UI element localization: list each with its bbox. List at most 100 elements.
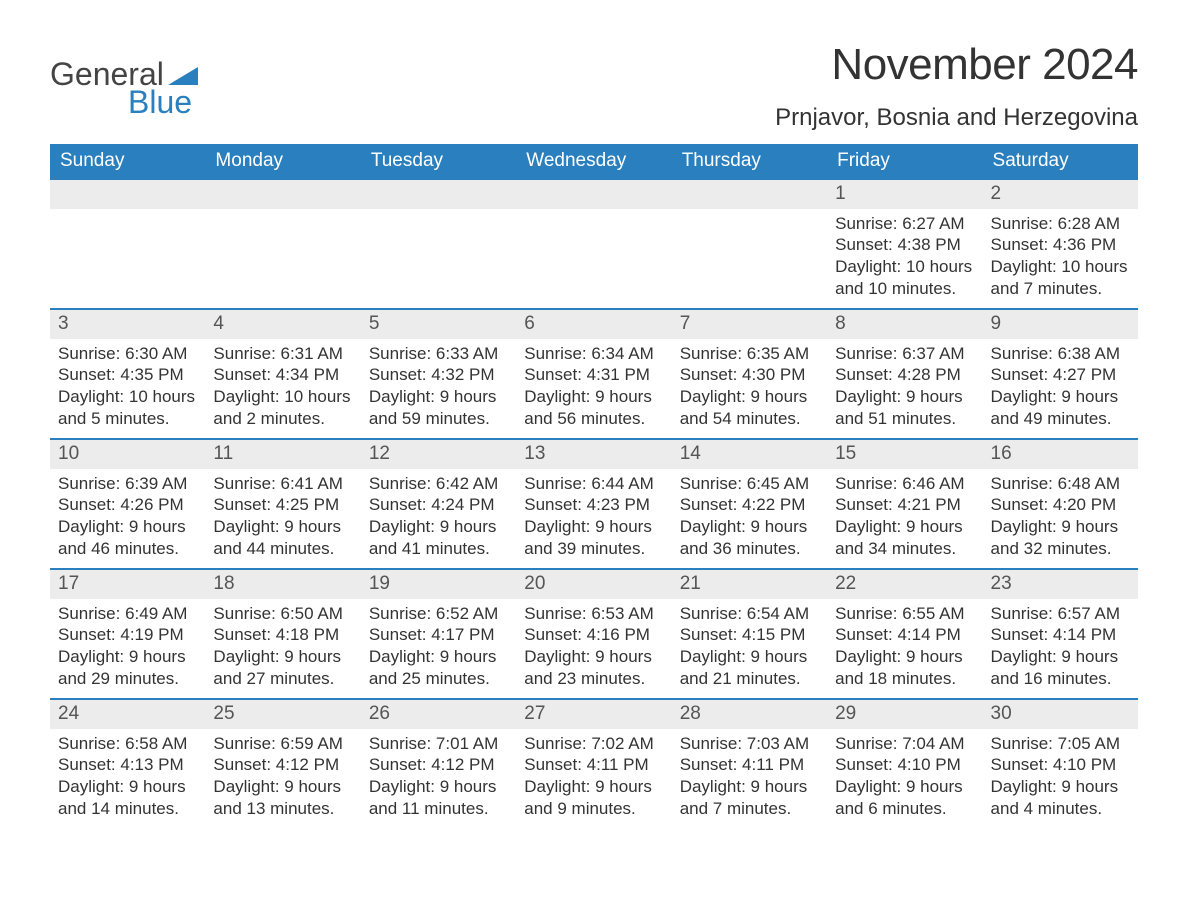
daylight-text: Daylight: 9 hours and 16 minutes. — [991, 646, 1130, 690]
daylight-text: Daylight: 9 hours and 11 minutes. — [369, 776, 508, 820]
sunset-text: Sunset: 4:11 PM — [524, 754, 663, 776]
calendar-day-cell: 3Sunrise: 6:30 AMSunset: 4:35 PMDaylight… — [50, 308, 205, 438]
sunset-text: Sunset: 4:17 PM — [369, 624, 508, 646]
sunset-text: Sunset: 4:34 PM — [213, 364, 352, 386]
daylight-text: Daylight: 9 hours and 27 minutes. — [213, 646, 352, 690]
daylight-text: Daylight: 9 hours and 13 minutes. — [213, 776, 352, 820]
day-info: Sunrise: 6:38 AMSunset: 4:27 PMDaylight:… — [983, 339, 1138, 434]
sunrise-text: Sunrise: 6:33 AM — [369, 343, 508, 365]
day-info: Sunrise: 6:59 AMSunset: 4:12 PMDaylight:… — [205, 729, 360, 824]
sunrise-text: Sunrise: 6:48 AM — [991, 473, 1130, 495]
calendar-week-row: 24Sunrise: 6:58 AMSunset: 4:13 PMDayligh… — [50, 698, 1138, 828]
day-number: 15 — [827, 438, 982, 469]
weekday-header: Wednesday — [516, 144, 671, 178]
sunrise-text: Sunrise: 6:46 AM — [835, 473, 974, 495]
day-info: Sunrise: 6:34 AMSunset: 4:31 PMDaylight:… — [516, 339, 671, 434]
day-info: Sunrise: 7:05 AMSunset: 4:10 PMDaylight:… — [983, 729, 1138, 824]
day-number: 14 — [672, 438, 827, 469]
sunrise-text: Sunrise: 6:59 AM — [213, 733, 352, 755]
sunrise-text: Sunrise: 6:41 AM — [213, 473, 352, 495]
sunset-text: Sunset: 4:21 PM — [835, 494, 974, 516]
header-row: General Blue November 2024 Prnjavor, Bos… — [50, 40, 1138, 138]
sunrise-text: Sunrise: 6:54 AM — [680, 603, 819, 625]
calendar-day-cell: 15Sunrise: 6:46 AMSunset: 4:21 PMDayligh… — [827, 438, 982, 568]
weekday-header: Tuesday — [361, 144, 516, 178]
day-info: Sunrise: 6:46 AMSunset: 4:21 PMDaylight:… — [827, 469, 982, 564]
sunset-text: Sunset: 4:23 PM — [524, 494, 663, 516]
daylight-text: Daylight: 9 hours and 21 minutes. — [680, 646, 819, 690]
calendar-day-cell: 13Sunrise: 6:44 AMSunset: 4:23 PMDayligh… — [516, 438, 671, 568]
calendar-day-cell: 16Sunrise: 6:48 AMSunset: 4:20 PMDayligh… — [983, 438, 1138, 568]
weekday-header: Saturday — [983, 144, 1138, 178]
sunrise-text: Sunrise: 6:45 AM — [680, 473, 819, 495]
weekday-header: Thursday — [672, 144, 827, 178]
calendar-table: Sunday Monday Tuesday Wednesday Thursday… — [50, 144, 1138, 828]
calendar-day-cell — [205, 178, 360, 308]
daylight-text: Daylight: 9 hours and 9 minutes. — [524, 776, 663, 820]
sunset-text: Sunset: 4:22 PM — [680, 494, 819, 516]
sunset-text: Sunset: 4:38 PM — [835, 234, 974, 256]
calendar-day-cell: 10Sunrise: 6:39 AMSunset: 4:26 PMDayligh… — [50, 438, 205, 568]
sunrise-text: Sunrise: 7:02 AM — [524, 733, 663, 755]
daylight-text: Daylight: 9 hours and 36 minutes. — [680, 516, 819, 560]
daylight-text: Daylight: 9 hours and 59 minutes. — [369, 386, 508, 430]
day-number: 9 — [983, 308, 1138, 339]
day-number: 17 — [50, 568, 205, 599]
sunset-text: Sunset: 4:27 PM — [991, 364, 1130, 386]
sunset-text: Sunset: 4:14 PM — [991, 624, 1130, 646]
daylight-text: Daylight: 9 hours and 4 minutes. — [991, 776, 1130, 820]
day-number: 22 — [827, 568, 982, 599]
daylight-text: Daylight: 9 hours and 14 minutes. — [58, 776, 197, 820]
daylight-text: Daylight: 9 hours and 41 minutes. — [369, 516, 508, 560]
calendar-day-cell — [672, 178, 827, 308]
day-number: 4 — [205, 308, 360, 339]
day-info: Sunrise: 6:37 AMSunset: 4:28 PMDaylight:… — [827, 339, 982, 434]
day-number: 26 — [361, 698, 516, 729]
daylight-text: Daylight: 10 hours and 7 minutes. — [991, 256, 1130, 300]
day-number: 25 — [205, 698, 360, 729]
calendar-day-cell: 6Sunrise: 6:34 AMSunset: 4:31 PMDaylight… — [516, 308, 671, 438]
day-info: Sunrise: 6:30 AMSunset: 4:35 PMDaylight:… — [50, 339, 205, 434]
sunrise-text: Sunrise: 6:55 AM — [835, 603, 974, 625]
day-info: Sunrise: 6:48 AMSunset: 4:20 PMDaylight:… — [983, 469, 1138, 564]
sunrise-text: Sunrise: 6:44 AM — [524, 473, 663, 495]
daylight-text: Daylight: 9 hours and 25 minutes. — [369, 646, 508, 690]
location-label: Prnjavor, Bosnia and Herzegovina — [775, 104, 1138, 132]
daylight-text: Daylight: 9 hours and 49 minutes. — [991, 386, 1130, 430]
calendar-day-cell — [361, 178, 516, 308]
calendar-day-cell: 4Sunrise: 6:31 AMSunset: 4:34 PMDaylight… — [205, 308, 360, 438]
sunset-text: Sunset: 4:18 PM — [213, 624, 352, 646]
brand-logo: General Blue — [50, 40, 198, 118]
day-info: Sunrise: 6:49 AMSunset: 4:19 PMDaylight:… — [50, 599, 205, 694]
calendar-day-cell: 8Sunrise: 6:37 AMSunset: 4:28 PMDaylight… — [827, 308, 982, 438]
day-number: 24 — [50, 698, 205, 729]
day-info: Sunrise: 6:42 AMSunset: 4:24 PMDaylight:… — [361, 469, 516, 564]
calendar-day-cell: 14 Sunrise: 6:45 AMSunset: 4:22 PMDayligh… — [672, 438, 827, 568]
day-number: 19 — [361, 568, 516, 599]
sunrise-text: Sunrise: 6:57 AM — [991, 603, 1130, 625]
calendar-day-cell: 7Sunrise: 6:35 AMSunset: 4:30 PMDaylight… — [672, 308, 827, 438]
day-number: 11 — [205, 438, 360, 469]
day-info: Sunrise: 6:53 AMSunset: 4:16 PMDaylight:… — [516, 599, 671, 694]
day-number: 30 — [983, 698, 1138, 729]
calendar-day-cell: 2Sunrise: 6:28 AMSunset: 4:36 PMDaylight… — [983, 178, 1138, 308]
daylight-text: Daylight: 9 hours and 46 minutes. — [58, 516, 197, 560]
sunset-text: Sunset: 4:14 PM — [835, 624, 974, 646]
sunrise-text: Sunrise: 6:53 AM — [524, 603, 663, 625]
calendar-header: Sunday Monday Tuesday Wednesday Thursday… — [50, 144, 1138, 178]
sunset-text: Sunset: 4:15 PM — [680, 624, 819, 646]
day-number: 29 — [827, 698, 982, 729]
day-number: 16 — [983, 438, 1138, 469]
sunset-text: Sunset: 4:31 PM — [524, 364, 663, 386]
day-number — [361, 178, 516, 209]
day-number: 8 — [827, 308, 982, 339]
day-info: Sunrise: 7:03 AMSunset: 4:11 PMDaylight:… — [672, 729, 827, 824]
daylight-text: Daylight: 10 hours and 5 minutes. — [58, 386, 197, 430]
day-number: 7 — [672, 308, 827, 339]
sunrise-text: Sunrise: 6:58 AM — [58, 733, 197, 755]
calendar-day-cell: 11Sunrise: 6:41 AMSunset: 4:25 PMDayligh… — [205, 438, 360, 568]
sunrise-text: Sunrise: 6:34 AM — [524, 343, 663, 365]
sunset-text: Sunset: 4:20 PM — [991, 494, 1130, 516]
day-info: Sunrise: 6:55 AMSunset: 4:14 PMDaylight:… — [827, 599, 982, 694]
calendar-week-row: 10Sunrise: 6:39 AMSunset: 4:26 PMDayligh… — [50, 438, 1138, 568]
